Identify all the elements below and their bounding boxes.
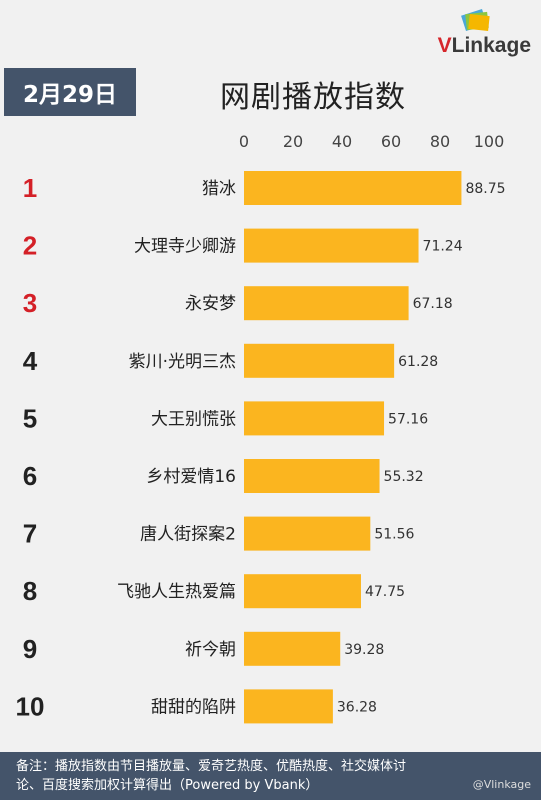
- category-label: 祈今朝: [185, 640, 236, 660]
- date-badge: 2月29日: [4, 68, 136, 116]
- vlinkage-logo: VLinkage: [401, 6, 531, 64]
- bar: [244, 574, 361, 609]
- bar-chart: 0 20 40 60 80 100 1 猎冰 88.75 2 大理寺少卿游 71.24 3 永安梦 67.1…: [16, 132, 506, 724]
- rank-number: 1: [23, 173, 37, 203]
- bar: [244, 171, 462, 205]
- bar: [244, 286, 409, 321]
- bar: [244, 343, 395, 378]
- x-tick-label: 100: [474, 132, 505, 151]
- rank-number: 10: [16, 691, 45, 721]
- bar: [244, 631, 341, 666]
- data-label: 36.28: [337, 699, 377, 715]
- category-label: 甜甜的陷阱: [151, 697, 236, 717]
- data-label: 67.18: [413, 296, 453, 312]
- data-label: 51.56: [374, 527, 414, 543]
- footnote-line-2: 论、百度搜索加权计算得出（Powered by Vbank）: [16, 778, 319, 793]
- data-label: 55.32: [384, 469, 424, 485]
- watermark: @Vlinkage: [472, 778, 531, 791]
- rank-number: 9: [23, 634, 37, 664]
- category-label: 永安梦: [185, 294, 236, 314]
- category-label: 飞驰人生热爱篇: [117, 582, 236, 602]
- rank-number: 7: [23, 519, 37, 549]
- x-tick-label: 60: [381, 132, 401, 151]
- rank-number: 8: [23, 576, 37, 606]
- category-label: 紫川·光明三杰: [129, 352, 236, 372]
- rank-number: 3: [23, 288, 37, 318]
- category-label: 大王别慌张: [151, 409, 236, 429]
- page-title: 网剧播放指数: [220, 80, 406, 115]
- data-label: 39.28: [344, 642, 384, 658]
- data-label: 57.16: [388, 411, 428, 427]
- bar: [244, 228, 419, 263]
- bar: [244, 689, 333, 724]
- data-label: 71.24: [423, 239, 463, 255]
- bar: [244, 516, 371, 551]
- category-label: 猎冰: [202, 179, 236, 199]
- data-label: 61.28: [398, 354, 438, 370]
- footnote: 备注：播放指数由节目播放量、爱奇艺热度、优酷热度、社交媒体讨 论、百度搜索加权计…: [0, 752, 541, 800]
- category-label: 唐人街探案2: [140, 524, 236, 545]
- rank-number: 4: [23, 346, 38, 376]
- x-tick-label: 0: [239, 132, 249, 151]
- data-label: 47.75: [365, 584, 405, 600]
- category-label: 大理寺少卿游: [134, 237, 236, 257]
- rank-number: 2: [23, 231, 37, 261]
- rank-number: 6: [23, 461, 37, 491]
- x-tick-label: 40: [332, 132, 352, 151]
- logo-cards-icon: [461, 8, 490, 32]
- data-label: 88.75: [465, 181, 505, 197]
- x-tick-label: 20: [283, 132, 303, 151]
- rank-number: 5: [23, 403, 37, 433]
- footnote-line-1: 备注：播放指数由节目播放量、爱奇艺热度、优酷热度、社交媒体讨: [16, 759, 407, 774]
- bar: [244, 459, 380, 493]
- logo-wordmark: VLinkage: [437, 34, 531, 57]
- x-tick-label: 80: [430, 132, 450, 151]
- category-label: 乡村爱情16: [146, 467, 236, 487]
- bar: [244, 401, 385, 436]
